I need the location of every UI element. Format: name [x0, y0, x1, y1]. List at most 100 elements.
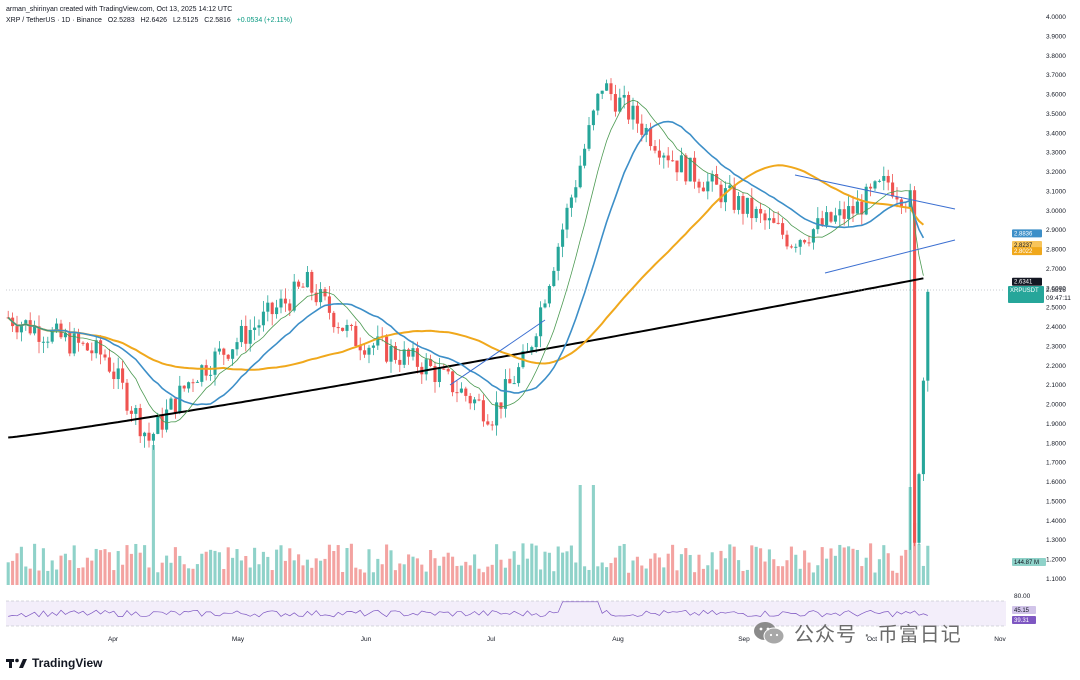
- volume-bar: [393, 570, 397, 585]
- candle-body: [684, 155, 688, 182]
- volume-bar: [50, 560, 54, 585]
- candle-body: [662, 155, 666, 158]
- candle-body: [596, 93, 600, 111]
- candle-body: [24, 320, 28, 326]
- volume-bar: [539, 569, 543, 585]
- price-tick-label: 1.6000: [1046, 479, 1066, 486]
- volume-bar: [151, 445, 155, 585]
- ma-black-line: [8, 277, 924, 439]
- volume-bar: [345, 548, 349, 585]
- volume-bar: [305, 559, 309, 585]
- last-price-tag-bg: [1008, 286, 1044, 303]
- volume-bar: [138, 552, 142, 585]
- volume-tag-bg: [1012, 558, 1046, 566]
- change-value: +0.0534 (+2.11%): [236, 17, 293, 24]
- volume-bar: [310, 567, 314, 585]
- volume-bar: [675, 570, 679, 585]
- volume-bar: [389, 550, 393, 585]
- volume-bar: [261, 551, 265, 585]
- candle-body: [583, 148, 587, 166]
- candle-body: [825, 212, 829, 226]
- volume-bars: [6, 445, 930, 585]
- volume-bar: [125, 545, 129, 585]
- volume-bar: [209, 549, 213, 585]
- volume-bar: [600, 562, 604, 585]
- candle-body: [754, 208, 758, 219]
- candle-body: [134, 408, 138, 414]
- candle-body: [376, 336, 380, 346]
- candle-body: [266, 302, 270, 312]
- candle-body: [767, 218, 771, 221]
- volume-bar: [90, 560, 94, 585]
- candle-body: [543, 303, 547, 308]
- volume-bar: [547, 552, 551, 585]
- candle-body: [415, 348, 419, 367]
- price-tick-label: 1.7000: [1046, 460, 1066, 467]
- volume-bar: [486, 566, 490, 585]
- volume-bar: [525, 558, 529, 585]
- volume-bar: [653, 553, 657, 585]
- candle-body: [121, 368, 125, 383]
- candle-body: [424, 359, 428, 375]
- price-tick-label: 1.8000: [1046, 440, 1066, 447]
- ohlc-row: XRP / TetherUS · 1D · Binance O2.5283 H2…: [6, 15, 296, 26]
- candle-body: [169, 398, 173, 410]
- candle-body: [283, 298, 287, 304]
- volume-bar: [283, 560, 287, 585]
- candle-body: [41, 341, 45, 343]
- candle-body: [459, 388, 463, 393]
- candle-body: [468, 395, 472, 404]
- candle-body: [539, 307, 543, 337]
- candle-body: [688, 157, 692, 182]
- volume-bar: [864, 557, 868, 585]
- candle-body: [759, 208, 763, 214]
- candle-body: [226, 354, 230, 359]
- candle-body: [187, 382, 191, 389]
- candle-body: [710, 174, 714, 182]
- candle-body: [156, 415, 160, 434]
- volume-bar: [24, 566, 28, 585]
- candle-body: [279, 298, 283, 308]
- volume-bar: [847, 546, 851, 585]
- volume-bar: [288, 548, 292, 585]
- volume-bar: [860, 566, 864, 585]
- candle-body: [407, 349, 411, 357]
- time-tick-label: Jul: [487, 636, 496, 643]
- volume-bar: [873, 572, 877, 585]
- volume-bar: [420, 564, 424, 585]
- candle-body: [495, 402, 499, 426]
- candle-body: [895, 196, 899, 200]
- candle-body: [323, 289, 327, 297]
- ma-black-tag: 2.6341: [1014, 280, 1033, 286]
- volume-bar: [459, 565, 463, 585]
- candle-body: [719, 184, 723, 203]
- candle-body: [138, 408, 142, 437]
- volume-bar: [81, 567, 85, 585]
- volume-bar: [147, 567, 151, 585]
- candle-body: [578, 165, 582, 188]
- candle-body: [833, 215, 837, 222]
- price-tick-label: 2.8000: [1046, 247, 1066, 254]
- volume-bar: [618, 545, 622, 585]
- volume-bar: [825, 558, 829, 585]
- volume-bar: [46, 570, 50, 585]
- volume-bar: [899, 555, 903, 585]
- candle-body: [182, 385, 186, 389]
- volume-bar: [745, 569, 749, 585]
- candle-body: [556, 246, 560, 271]
- volume-bar: [165, 555, 169, 585]
- candle-body: [798, 240, 802, 247]
- price-tick-label: 1.4000: [1046, 518, 1066, 525]
- candle-body: [811, 229, 815, 243]
- candle-body: [750, 197, 754, 219]
- volume-bar: [28, 568, 32, 585]
- candle-body: [143, 432, 147, 437]
- tradingview-logo[interactable]: TradingView: [6, 656, 102, 670]
- volume-bar: [587, 569, 591, 585]
- volume-bar: [807, 562, 811, 585]
- candle-body: [486, 421, 490, 425]
- time-tick-label: May: [232, 636, 245, 643]
- ma-black-tag-bg: [1012, 277, 1042, 286]
- volume-bar: [803, 550, 807, 585]
